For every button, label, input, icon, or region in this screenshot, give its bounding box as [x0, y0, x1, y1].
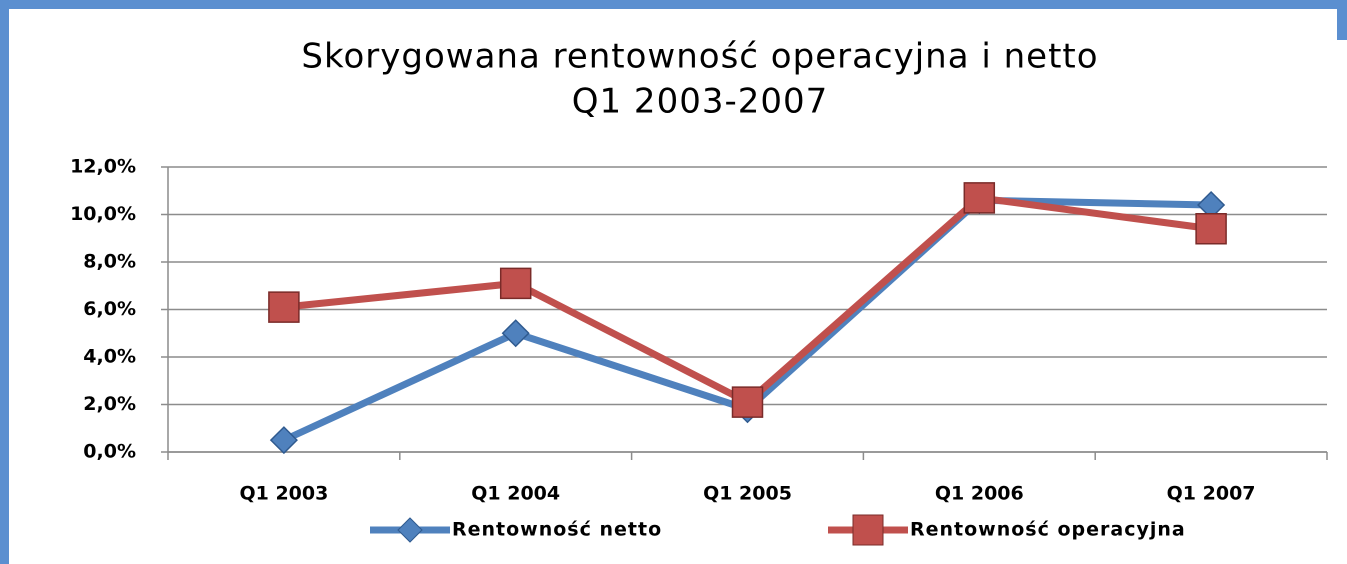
- y-tick-label: 8,0%: [83, 251, 136, 273]
- x-tick-label: Q1 2007: [1167, 483, 1256, 505]
- y-tick-label: 2,0%: [83, 393, 136, 415]
- frame-top: [0, 0, 1347, 9]
- x-tick-label: Q1 2005: [703, 483, 792, 505]
- legend-label: Rentowność operacyjna: [910, 519, 1186, 541]
- point: [1195, 213, 1227, 245]
- point: [268, 291, 300, 323]
- point: [963, 182, 996, 214]
- legend-marker: [852, 514, 884, 546]
- series-line: [283, 194, 1212, 407]
- legend-label: Rentowność netto: [452, 519, 662, 541]
- y-tick-label: 4,0%: [83, 346, 136, 368]
- x-tick-label: Q1 2004: [471, 483, 560, 505]
- x-tick-label: Q1 2003: [239, 483, 328, 505]
- frame-right: [1337, 0, 1347, 40]
- point: [731, 386, 764, 418]
- y-tick-label: 6,0%: [83, 298, 136, 320]
- y-tick-label: 12,0%: [70, 156, 136, 178]
- chart-subtitle: Q1 2003-2007: [572, 82, 829, 122]
- x-tick-label: Q1 2006: [935, 483, 1024, 505]
- legend-marker: [397, 517, 423, 543]
- frame-left: [0, 0, 9, 564]
- point: [499, 267, 532, 300]
- point: [269, 426, 298, 455]
- chart-title: Skorygowana rentowność operacyjna i nett…: [301, 37, 1098, 77]
- point: [501, 319, 530, 348]
- y-tick-label: 0,0%: [83, 441, 136, 463]
- y-tick-label: 10,0%: [70, 203, 136, 225]
